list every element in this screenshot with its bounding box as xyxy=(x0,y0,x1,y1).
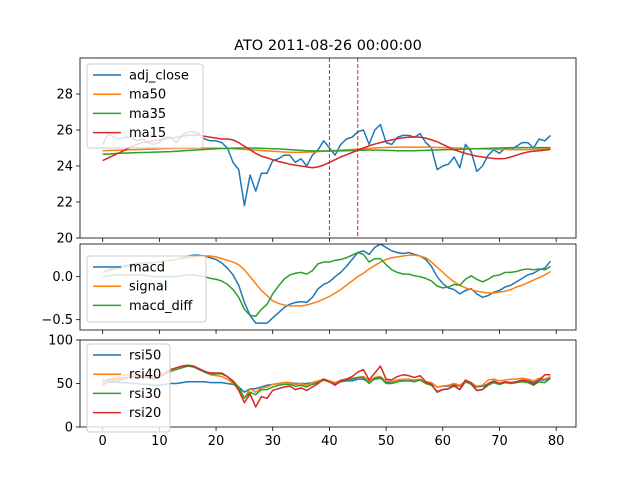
legend-label-rsi30: rsi30 xyxy=(129,387,161,402)
y-tick-label: −0.5 xyxy=(41,313,73,328)
panel-2: −0.5 0.0 macd signal macd_diff xyxy=(41,243,577,334)
legend-label-signal: signal xyxy=(129,280,167,295)
y-tick-label: 0.0 xyxy=(52,270,73,285)
legend-label-macd_diff: macd_diff xyxy=(129,299,193,314)
legend-label-macd: macd xyxy=(129,261,165,276)
y-tick-label: 22 xyxy=(56,196,73,211)
x-tick-label: 40 xyxy=(321,434,338,449)
y-tick-label: 24 xyxy=(56,160,73,175)
legend-label-ma35: ma35 xyxy=(129,107,166,122)
y-tick-label: 28 xyxy=(56,88,73,103)
legend-label-adj_close: adj_close xyxy=(129,69,189,84)
chart-title: ATO 2011-08-26 00:00:00 xyxy=(234,38,422,54)
legend-label-ma15: ma15 xyxy=(129,126,166,141)
axes-frame xyxy=(79,339,577,428)
x-tick-label: 60 xyxy=(435,434,452,449)
legend-label-ma50: ma50 xyxy=(129,88,166,103)
legend: macd signal macd_diff xyxy=(86,255,207,323)
x-tick-label: 0 xyxy=(99,434,107,449)
panel-1: 20 22 24 26 28 adj_close ma50 ma35 ma15 xyxy=(56,57,577,247)
axes-frame xyxy=(79,57,577,239)
legend-label-rsi40: rsi40 xyxy=(129,368,161,383)
legend-label-rsi20: rsi20 xyxy=(129,406,161,421)
legend-label-rsi50: rsi50 xyxy=(129,349,161,364)
y-tick-label: 100 xyxy=(48,334,73,349)
legend: rsi50 rsi40 rsi30 rsi20 xyxy=(86,343,171,433)
x-tick-label: 30 xyxy=(264,434,281,449)
y-tick-label: 20 xyxy=(56,232,73,247)
x-tick-label: 80 xyxy=(548,434,565,449)
y-tick-label: 26 xyxy=(56,124,73,139)
y-tick-label: 0 xyxy=(65,421,73,436)
legend: adj_close ma50 ma35 ma15 xyxy=(86,63,204,149)
x-tick-label: 50 xyxy=(378,434,395,449)
series-group xyxy=(102,364,551,408)
series-line-rsi20 xyxy=(102,364,551,408)
legend-box xyxy=(86,343,171,433)
legend-box xyxy=(86,63,204,149)
axes-frame xyxy=(79,243,577,331)
x-tick-label: 70 xyxy=(491,434,508,449)
y-tick-label: 50 xyxy=(56,377,73,392)
x-tick-label: 20 xyxy=(208,434,225,449)
x-tick-label: 10 xyxy=(151,434,168,449)
series-line-ma35 xyxy=(102,146,551,156)
panel-3: 0 10 20 30 40 50 60 70 80050100rsi50rsi40rsi30rs… xyxy=(48,334,577,449)
